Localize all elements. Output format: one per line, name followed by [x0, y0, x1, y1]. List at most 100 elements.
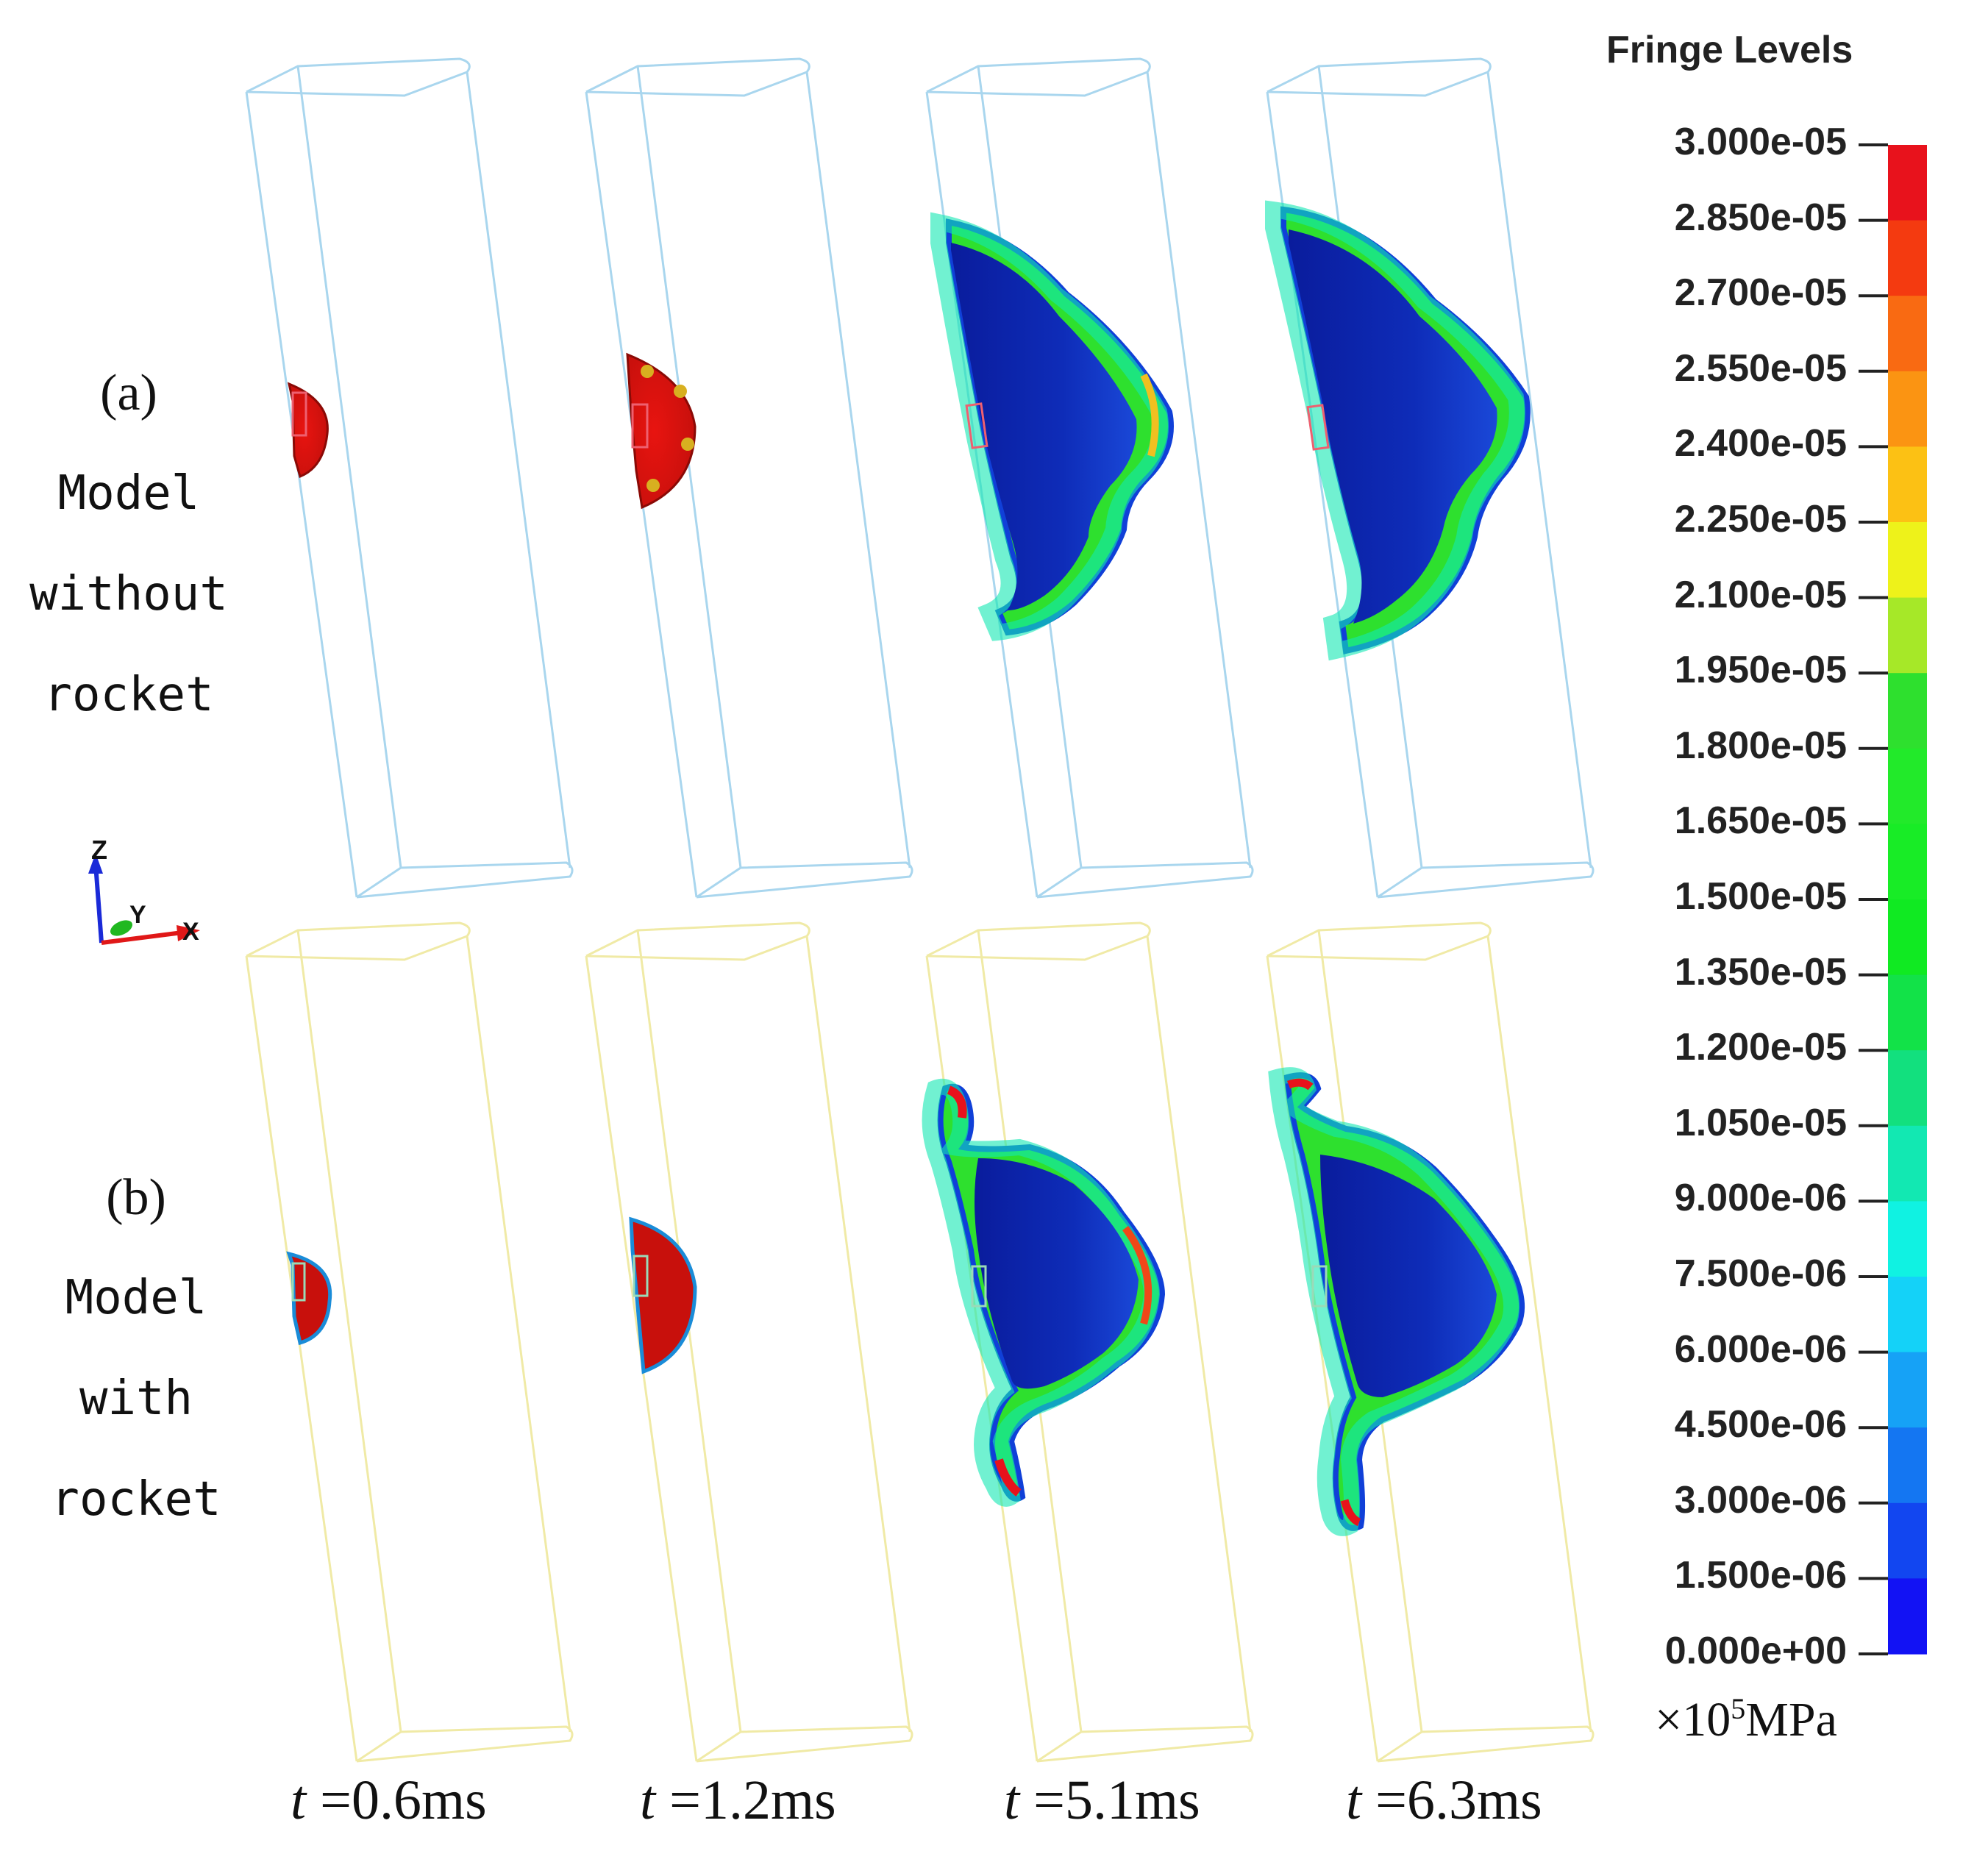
legend-level-2: 2.850e-05	[1674, 196, 1847, 239]
unit-suffix: MPa	[1745, 1693, 1837, 1747]
time-value-4: =6.3ms	[1361, 1769, 1542, 1831]
legend-band-11	[1888, 899, 1927, 976]
hot-spot-b-3-bottom	[994, 1458, 1022, 1497]
legend-band-15	[1888, 1201, 1927, 1277]
legend-level-12: 1.350e-05	[1674, 950, 1847, 994]
legend-unit: ×105MPa	[1655, 1691, 1837, 1748]
legend-level-11: 1.500e-05	[1674, 875, 1847, 918]
slab-box-a-1-bottom-face	[356, 861, 574, 899]
legend-band-1	[1888, 145, 1927, 221]
crater-core-b-3	[975, 1158, 1139, 1389]
hot-spot-b-4-bottom	[1340, 1499, 1361, 1527]
legend-band-10	[1888, 824, 1927, 900]
cap-spot-a-2-3	[681, 438, 694, 451]
slab-box-a-1-top-face	[246, 57, 471, 97]
legend-band-14	[1888, 1125, 1927, 1202]
damage-cap-b-1	[286, 1251, 332, 1346]
crater-core-a-3	[951, 243, 1137, 610]
time-label-1: t =0.6ms	[291, 1769, 487, 1833]
slab-box-b-1-edge-front-left	[245, 955, 358, 1762]
slab-box-b-3-edge-back-right	[1146, 935, 1252, 1733]
slab-box-a-1-edge-front-left	[245, 91, 358, 898]
charge-outline-a-4	[1306, 404, 1330, 451]
legend-level-21: 0.000e+00	[1664, 1630, 1847, 1672]
legend-level-20: 1.500e-06	[1674, 1554, 1847, 1597]
legend-level-13: 1.200e-05	[1674, 1026, 1847, 1069]
legend-band-19	[1888, 1502, 1927, 1579]
legend-level-9: 1.800e-05	[1674, 724, 1847, 767]
hot-spot-b-4-top	[1287, 1078, 1314, 1091]
crater-b-4-band	[1268, 1067, 1520, 1536]
legend-level-3: 2.700e-05	[1674, 271, 1847, 315]
unit-prefix: ×10	[1655, 1693, 1731, 1747]
charge-outline-b-3	[971, 1265, 987, 1308]
legend-level-14: 1.050e-05	[1674, 1101, 1847, 1144]
legend-band-12	[1888, 974, 1927, 1051]
legend-level-4: 2.550e-05	[1674, 346, 1847, 390]
slab-box-a-4-bottom-face	[1377, 861, 1595, 899]
row-line-b-1: Model	[65, 1271, 207, 1325]
y-axis-label: Y	[129, 901, 146, 929]
row-line-a-3: rocket	[43, 668, 214, 722]
slab-box-a-2-edge-back-right	[805, 71, 911, 869]
slab-box-b-4-bottom-face	[1377, 1725, 1595, 1763]
slab-box-a-2-edge-back-left	[636, 65, 742, 869]
z-axis-line	[93, 863, 104, 944]
legend-band-4	[1888, 371, 1927, 447]
time-label-3: t =5.1ms	[1004, 1769, 1200, 1833]
time-label-2: t =1.2ms	[640, 1769, 836, 1833]
slab-box-b-2	[585, 921, 913, 1763]
slab-box-b-2-bottom-face	[696, 1725, 913, 1763]
unit-exponent: 5	[1731, 1692, 1746, 1725]
row-line-a-1: Model	[57, 466, 200, 521]
hot-band-a-3	[1140, 373, 1159, 457]
slab-box-b-1-bottom-face	[356, 1725, 574, 1763]
slab-box-a-2	[585, 57, 913, 899]
legend-level-1: 3.000e-05	[1674, 121, 1847, 163]
hot-spot-b-3-top	[947, 1085, 967, 1119]
legend-level-8: 1.950e-05	[1674, 649, 1847, 692]
slab-box-b-2-edge-back-right	[805, 935, 911, 1733]
cap-spot-a-2-2	[674, 385, 687, 398]
time-var-2: t	[640, 1769, 656, 1831]
time-var-4: t	[1346, 1769, 1362, 1831]
legend-level-5: 2.400e-05	[1674, 422, 1847, 466]
slab-box-a-2-bottom-face	[696, 861, 913, 899]
slab-box-a-1	[245, 57, 574, 899]
slab-box-b-3-top-face	[926, 921, 1151, 961]
charge-outline-b-2	[633, 1255, 649, 1297]
slab-box-b-4-top-face	[1266, 921, 1492, 961]
slab-box-a-3-top-face	[926, 57, 1151, 97]
legend-band-20	[1888, 1578, 1927, 1655]
legend-band-7	[1888, 597, 1927, 674]
slab-box-b-3	[925, 921, 1254, 1763]
legend-band-5	[1888, 446, 1927, 523]
legend-level-15: 9.000e-06	[1674, 1177, 1847, 1220]
legend-level-19: 3.000e-06	[1674, 1478, 1847, 1522]
cap-spot-a-2-4	[646, 479, 660, 492]
slab-box-a-3-edge-back-right	[1146, 71, 1252, 869]
hot-band-b-3	[1122, 1226, 1152, 1325]
slab-box-a-2-top-face	[585, 57, 811, 97]
legend-band-6	[1888, 522, 1927, 599]
legend-band-17	[1888, 1352, 1927, 1428]
charge-outline-a-1	[291, 391, 307, 437]
charge-outline-b-1	[291, 1262, 306, 1302]
slab-box-a-1-edge-back-right	[466, 71, 571, 869]
time-value-3: =5.1ms	[1019, 1769, 1200, 1831]
row-tag-a: (a)	[100, 365, 157, 421]
slab-box-b-2-top-face	[585, 921, 811, 961]
crater-a-4-band	[1265, 200, 1525, 661]
slab-box-a-4-edge-back-right	[1486, 71, 1592, 869]
charge-outline-a-3	[965, 402, 988, 449]
slab-box-b-1-edge-back-right	[466, 935, 571, 1733]
time-label-4: t =6.3ms	[1346, 1769, 1542, 1833]
legend-band-16	[1888, 1277, 1927, 1353]
damage-cap-a-2	[626, 352, 697, 510]
x-axis-line	[101, 930, 183, 945]
slab-box-b-1	[245, 921, 574, 1763]
crater-a-3-band	[930, 212, 1169, 641]
time-value-1: =0.6ms	[306, 1769, 487, 1831]
legend-band-13	[1888, 1050, 1927, 1127]
crater-core-b-4	[1320, 1155, 1497, 1397]
